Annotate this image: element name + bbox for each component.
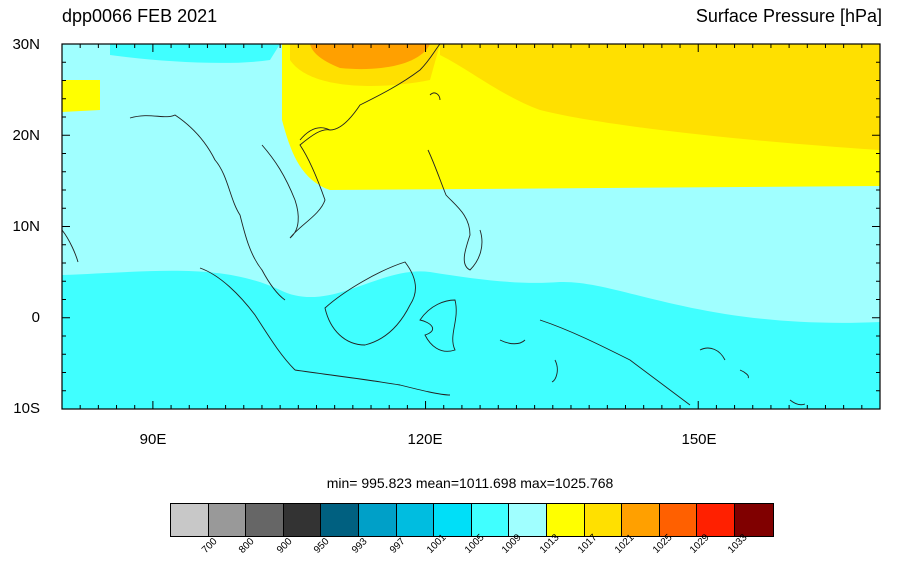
coast-sumatra bbox=[199, 267, 296, 371]
coast-borneo bbox=[324, 261, 416, 346]
plot-title-right: Surface Pressure [hPa] bbox=[695, 6, 882, 26]
coast-islands-2 bbox=[551, 359, 558, 383]
colorbar-swatch-10 bbox=[546, 504, 585, 536]
axis-ticks bbox=[61, 43, 881, 410]
lon-label-90e: 90E bbox=[139, 431, 167, 448]
field-statistics: min= 995.823 mean=1011.698 max=1025.768 bbox=[326, 475, 614, 491]
lon-label-150e: 150E bbox=[681, 431, 717, 448]
colorbar bbox=[170, 503, 774, 537]
pressure-band-1021-1025 bbox=[310, 44, 430, 70]
colorbar-swatch-14 bbox=[697, 504, 735, 536]
coast-sulawesi bbox=[419, 299, 457, 352]
coast-philippines bbox=[427, 149, 483, 271]
coast-java bbox=[294, 369, 451, 396]
lon-label-120e: 120E bbox=[407, 431, 443, 448]
colorbar-swatch-4 bbox=[321, 504, 359, 536]
lat-label-30n: 30N bbox=[12, 36, 40, 53]
pressure-band-1005-1009 bbox=[62, 270, 880, 409]
colorbar-swatch-9 bbox=[509, 504, 547, 536]
coast-indochina bbox=[261, 129, 331, 239]
colorbar-swatch-15 bbox=[734, 504, 773, 536]
coast-islands-1 bbox=[499, 339, 526, 345]
coast-islands-4 bbox=[789, 399, 806, 406]
colorbar-swatch-7 bbox=[434, 504, 472, 536]
colorbar-swatch-1 bbox=[208, 504, 247, 536]
colorbar-swatch-3 bbox=[283, 504, 322, 536]
colorbar-swatch-8 bbox=[471, 504, 510, 536]
lat-label-10n: 10N bbox=[12, 218, 40, 235]
pressure-band-1017-1021 bbox=[440, 44, 880, 150]
colorbar-swatch-2 bbox=[246, 504, 284, 536]
coast-burma-malaya bbox=[129, 114, 286, 301]
pressure-field bbox=[62, 44, 880, 409]
coast-china bbox=[299, 44, 441, 141]
colorbar-swatch-11 bbox=[584, 504, 623, 536]
coast-islands-3 bbox=[739, 369, 749, 379]
coast-new-guinea bbox=[539, 319, 691, 406]
colorbar-swatch-5 bbox=[358, 504, 397, 536]
coast-new-britain bbox=[699, 347, 726, 361]
lat-label-0: 0 bbox=[31, 309, 40, 326]
plot-title-left: dpp0066 FEB 2021 bbox=[62, 6, 218, 26]
colorbar-swatch-12 bbox=[622, 504, 660, 536]
coast-india-south bbox=[62, 229, 79, 263]
pressure-patch-west bbox=[62, 80, 100, 112]
colorbar-swatch-6 bbox=[396, 504, 435, 536]
lat-label-10s: 10S bbox=[13, 400, 40, 417]
coast-taiwan bbox=[429, 92, 441, 101]
colorbar-swatch-13 bbox=[659, 504, 698, 536]
coastlines bbox=[62, 44, 806, 406]
colorbar-swatch-0 bbox=[171, 504, 209, 536]
lat-label-20n: 20N bbox=[12, 127, 40, 144]
